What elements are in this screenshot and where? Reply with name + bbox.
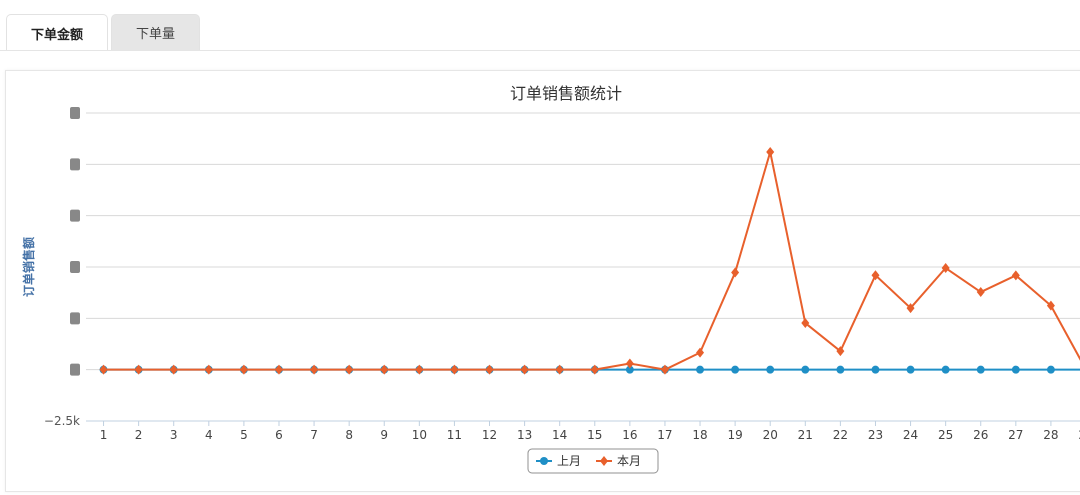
data-point: [99, 364, 108, 375]
x-tick-label: 19: [727, 428, 742, 442]
x-tick-label: 24: [903, 428, 918, 442]
data-point: [906, 303, 915, 314]
x-tick-label: 1: [100, 428, 108, 442]
data-point: [801, 318, 810, 329]
x-tick-label: 2: [135, 428, 143, 442]
x-tick-label: 14: [552, 428, 567, 442]
x-tick-label: 3: [170, 428, 178, 442]
data-point: [415, 364, 424, 375]
x-axis: 1 2 3 4 5 6 7 8 9 10 11 12 13 14 15 16 17 18 19 20 21 22 23 24 2…: [86, 420, 1080, 442]
data-point: [625, 358, 634, 369]
data-point: [485, 364, 494, 375]
chart-title: 订单销售额统计: [510, 84, 622, 103]
x-tick-label: 12: [482, 428, 497, 442]
y-tick-mark: [70, 363, 80, 376]
data-point: [1046, 300, 1055, 311]
data-point: [520, 364, 529, 375]
x-tick-label: 21: [798, 428, 813, 442]
line-chart: 订单销售额统计 订单销售额 −2.5k 1 2 3 4 5 6 7 8 9 10 11 12 13 14 1…: [21, 84, 1080, 474]
legend-label: 本月: [617, 454, 641, 468]
data-point: [274, 364, 283, 375]
data-point: [976, 365, 985, 374]
data-point: [696, 365, 705, 374]
data-point: [239, 364, 248, 375]
data-point: [801, 365, 810, 374]
x-tick-label: 5: [240, 428, 248, 442]
data-point: [836, 365, 845, 374]
x-tick-label: 23: [868, 428, 883, 442]
x-tick-label: 18: [692, 428, 707, 442]
x-tick-label: 22: [833, 428, 848, 442]
x-tick-label: 7: [310, 428, 318, 442]
data-point: [380, 364, 389, 375]
tab-bar: 下单金额 下单量: [6, 14, 201, 51]
plot-area: [99, 147, 1080, 375]
x-tick-label: 20: [763, 428, 778, 442]
data-point: [906, 365, 915, 374]
x-tick-label: 17: [657, 428, 672, 442]
data-point: [766, 147, 775, 158]
y-tick-mark: [70, 158, 80, 171]
legend-label: 上月: [557, 454, 581, 468]
data-point: [731, 267, 740, 278]
data-point: [836, 346, 845, 357]
x-tick-label: 10: [412, 428, 427, 442]
data-point: [871, 365, 880, 374]
series-line: [103, 151, 1080, 371]
x-tick-label: 11: [447, 428, 462, 442]
data-point: [660, 364, 669, 375]
y-tick-label: −2.5k: [44, 414, 80, 428]
y-tick-mark: [70, 209, 80, 222]
grid-lines: [86, 112, 1080, 422]
tab-divider: [0, 50, 1080, 51]
data-point: [310, 364, 319, 375]
x-tick-label: 26: [973, 428, 988, 442]
x-tick-label: 28: [1043, 428, 1058, 442]
x-tick-label: 6: [275, 428, 283, 442]
data-point: [555, 364, 564, 375]
x-tick-label: 29: [1078, 428, 1080, 442]
y-axis-label: 订单销售额: [21, 237, 36, 297]
data-point: [941, 365, 950, 374]
tab-order-amount[interactable]: 下单金额: [6, 14, 109, 51]
legend-marker: [540, 457, 548, 465]
data-point: [345, 364, 354, 375]
x-tick-label: 27: [1008, 428, 1023, 442]
data-point: [766, 365, 775, 374]
x-tick-label: 25: [938, 428, 953, 442]
data-point: [1011, 270, 1020, 281]
data-point: [1046, 365, 1055, 374]
data-point: [696, 347, 705, 358]
data-point: [871, 270, 880, 281]
data-point: [134, 364, 143, 375]
x-tick-label: 13: [517, 428, 532, 442]
x-tick-label: 8: [345, 428, 353, 442]
x-tick-label: 15: [587, 428, 602, 442]
legend[interactable]: 上月 本月: [527, 448, 659, 474]
x-tick-label: 4: [205, 428, 213, 442]
data-point: [976, 287, 985, 298]
legend-box: [527, 448, 659, 474]
data-point: [590, 364, 599, 375]
data-point: [204, 364, 213, 375]
y-tick-mark: [70, 312, 80, 325]
y-axis-ticks: −2.5k: [44, 107, 80, 428]
data-point: [941, 263, 950, 274]
legend-marker: [600, 456, 608, 466]
chart-panel: 订单销售额统计 订单销售额 −2.5k 1 2 3 4 5 6 7 8 9 10 11 12 13 14 1…: [5, 70, 1080, 492]
data-point: [1011, 365, 1020, 374]
data-point: [625, 365, 634, 374]
y-tick-mark: [70, 261, 80, 273]
data-point: [450, 364, 459, 375]
data-point: [731, 365, 740, 374]
x-tick-label: 9: [380, 428, 388, 442]
data-point: [169, 364, 178, 375]
x-tick-label: 16: [622, 428, 637, 442]
y-tick-mark: [70, 107, 80, 119]
tab-order-count[interactable]: 下单量: [111, 14, 201, 50]
